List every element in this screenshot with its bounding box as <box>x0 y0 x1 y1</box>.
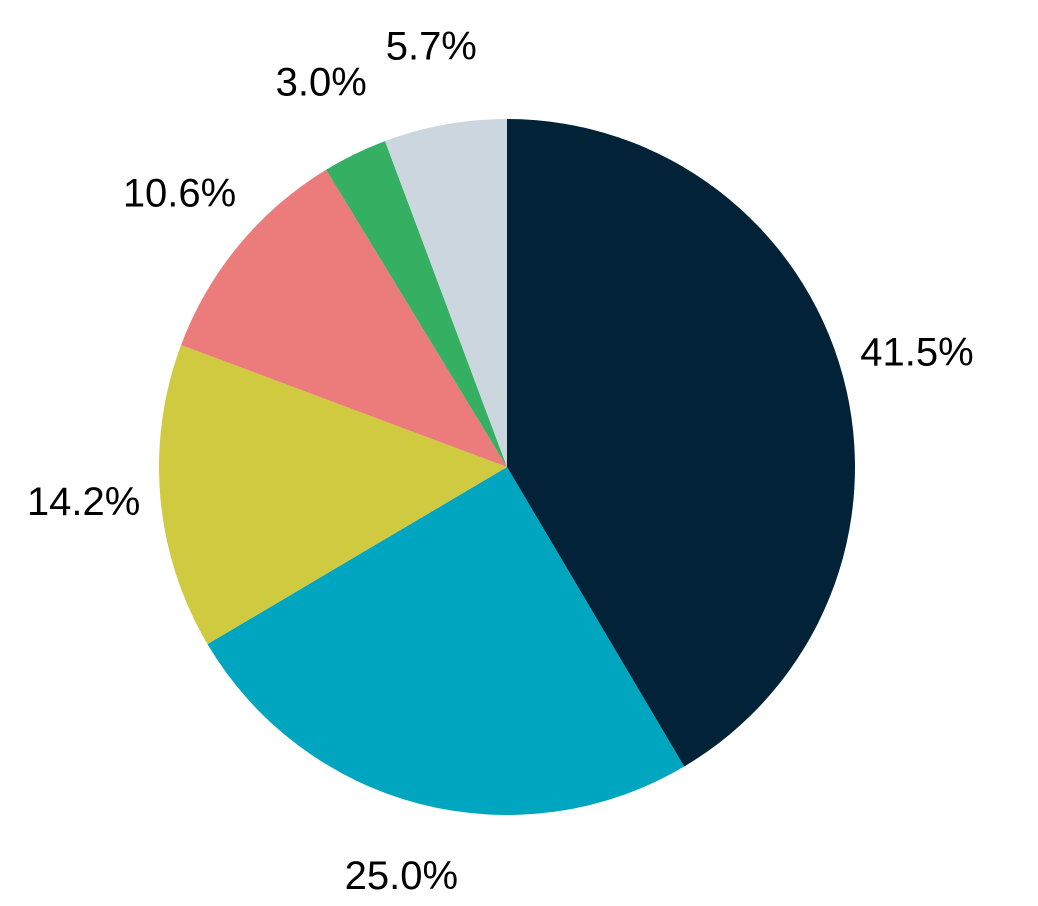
data-label: 5.7% <box>386 24 477 68</box>
pie-slice <box>385 119 507 467</box>
pie-slice <box>181 169 508 467</box>
pie-slice <box>159 345 507 645</box>
data-label: 14.2% <box>27 480 140 524</box>
pie-slice <box>207 467 685 815</box>
data-label: 25.0% <box>345 854 458 898</box>
pie-slice <box>326 141 507 468</box>
pie-slice <box>507 119 855 767</box>
data-label: 41.5% <box>860 330 973 374</box>
data-label: 10.6% <box>123 172 236 216</box>
data-label: 3.0% <box>276 60 367 104</box>
